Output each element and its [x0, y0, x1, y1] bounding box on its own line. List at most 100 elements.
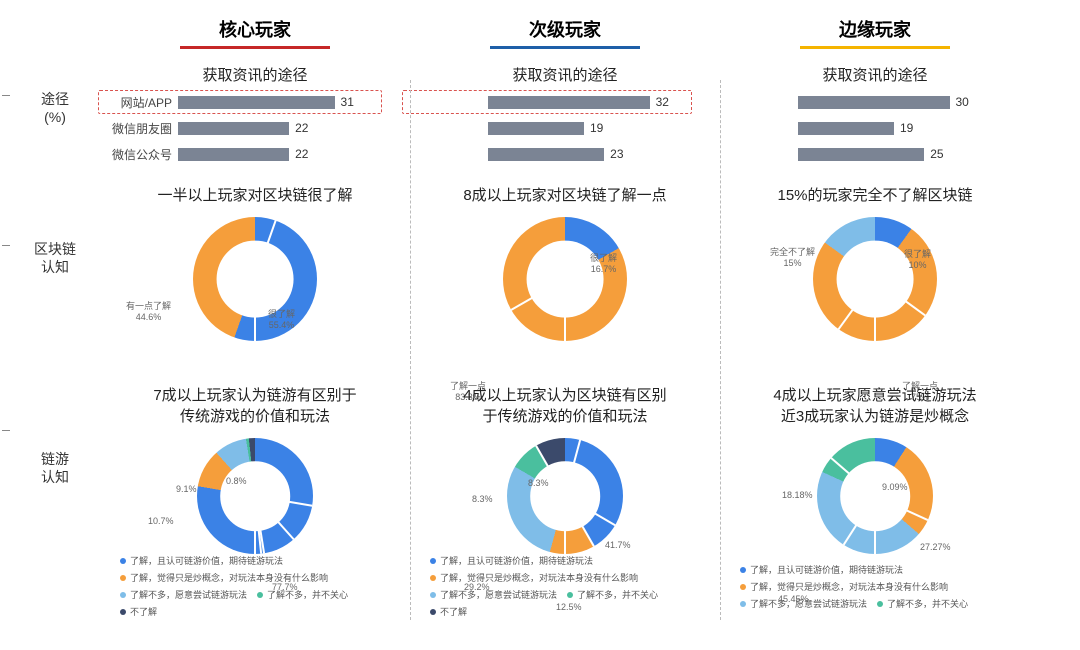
chaingame-title: 4成以上玩家愿意尝试链游玩法近3成玩家认为链游是炒概念 [720, 380, 1030, 432]
legend-text: 了解不多，并不关心 [577, 588, 658, 601]
donut-gap [874, 496, 876, 554]
bar-row: 30 [720, 91, 1000, 113]
donut-chart: 很了解10%了解一点75%完全不了解15% [720, 211, 1030, 380]
blockchain-title: 一半以上玩家对区块链很了解 [100, 180, 410, 211]
legend-dot [740, 601, 746, 607]
bar-chart: 30 19 25 [720, 91, 1030, 169]
header-underline [180, 46, 330, 49]
legend: 了解，且认可链游价值，期待链游玩法了解，觉得只是炒概念，对玩法本身没有什么影响了… [100, 554, 410, 618]
legend-item: 不了解 [430, 605, 467, 618]
legend-item: 了解不多，愿意尝试链游玩法 [430, 588, 557, 601]
column-header: 核心玩家 [100, 10, 410, 60]
channel-title: 获取资讯的途径 [100, 60, 410, 91]
channel-title: 获取资讯的途径 [720, 60, 1030, 91]
blockchain-cell: 一半以上玩家对区块链很了解很了解55.4%有一点了解44.6% [100, 180, 410, 380]
blockchain-title: 8成以上玩家对区块链了解一点 [410, 180, 720, 211]
column-header-text: 核心玩家 [219, 20, 291, 40]
legend-dot [877, 601, 883, 607]
chaingame-title: 4成以上玩家认为区块链有区别于传统游戏的价值和玩法 [410, 380, 720, 432]
bar-value: 32 [656, 95, 669, 109]
bar-row: 网站/APP31 [100, 91, 380, 113]
bar-fill [798, 148, 924, 161]
bar-row: 19 [720, 117, 1000, 139]
bar-value: 25 [930, 147, 943, 161]
legend-item: 了解不多，愿意尝试链游玩法 [120, 588, 247, 601]
row-label-channel: 途径(%) [10, 60, 100, 180]
column-header-text: 次级玩家 [529, 20, 601, 40]
donut-slice-label: 27.27% [920, 542, 951, 552]
donut [197, 438, 313, 554]
bar-track: 25 [798, 148, 1000, 161]
bar-fill [798, 96, 950, 109]
bar-track: 19 [488, 122, 690, 135]
legend-dot [430, 592, 436, 598]
donut-gap [874, 279, 876, 341]
donut [503, 217, 627, 341]
donut-chart: 41.7%12.5%29.2%8.3%8.3% [410, 432, 720, 554]
donut-slice-label: 很了解55.4% [268, 307, 295, 330]
donut-chart: 很了解16.7%了解一点83.3% [410, 211, 720, 380]
donut-slice-label: 18.18% [782, 490, 813, 500]
blockchain-cell: 15%的玩家完全不了解区块链很了解10%了解一点75%完全不了解15% [720, 180, 1030, 380]
legend-dot [430, 575, 436, 581]
donut-chart: 很了解55.4%有一点了解44.6% [100, 211, 410, 380]
legend-item: 了解，且认可链游价值，期待链游玩法 [740, 563, 903, 576]
donut [507, 438, 623, 554]
header-underline [800, 46, 950, 49]
bar-row: 19 [410, 117, 690, 139]
donut-slice-label: 完全不了解15% [770, 245, 815, 268]
blockchain-title: 15%的玩家完全不了解区块链 [720, 180, 1030, 211]
bar-chart: 网站/APP31 微信朋友圈22 微信公众号22 [100, 91, 410, 169]
legend-text: 了解不多，愿意尝试链游玩法 [130, 588, 247, 601]
donut-gap [254, 279, 256, 341]
legend-text: 了解不多，并不关心 [887, 597, 968, 610]
donut-gap [564, 279, 566, 341]
bar-track: 22 [178, 148, 380, 161]
donut-slice-label: 8.3% [528, 478, 549, 488]
donut-slice-label: 29.2% [464, 582, 490, 592]
legend-item: 了解不多，并不关心 [877, 597, 968, 610]
donut-slice-label: 12.5% [556, 602, 582, 612]
chaingame-title: 7成以上玩家认为链游有区别于传统游戏的价值和玩法 [100, 380, 410, 432]
legend-text: 不了解 [440, 605, 467, 618]
channel-cell: 获取资讯的途径网站/APP31 微信朋友圈22 微信公众号22 [100, 60, 410, 180]
legend-dot [120, 609, 126, 615]
column-header: 边缘玩家 [720, 10, 1030, 60]
chaingame-cell: 4成以上玩家愿意尝试链游玩法近3成玩家认为链游是炒概念9.09%27.27%45… [720, 380, 1030, 610]
column-header: 次级玩家 [410, 10, 720, 60]
donut-slice-label: 很了解16.7% [590, 251, 617, 274]
donut-slice-label: 9.1% [176, 484, 197, 494]
legend-text: 了解，觉得只是炒概念，对玩法本身没有什么影响 [130, 571, 328, 584]
bar-value: 30 [956, 95, 969, 109]
bar-track: 31 [178, 96, 380, 109]
legend-text: 了解，且认可链游价值，期待链游玩法 [440, 554, 593, 567]
donut-slice-label: 很了解10% [904, 247, 931, 270]
donut-slice-label: 10.7% [148, 516, 174, 526]
donut-slice-label: 77.7% [272, 582, 298, 592]
legend-text: 了解，且认可链游价值，期待链游玩法 [750, 563, 903, 576]
bar-fill [798, 122, 894, 135]
chaingame-cell: 4成以上玩家认为区块链有区别于传统游戏的价值和玩法41.7%12.5%29.2%… [410, 380, 720, 610]
donut-gap [254, 496, 256, 554]
legend-item: 了解，且认可链游价值，期待链游玩法 [430, 554, 593, 567]
channel-cell: 获取资讯的途径 30 19 25 [720, 60, 1030, 180]
bar-row: 微信公众号22 [100, 143, 380, 165]
bar-value: 22 [295, 147, 308, 161]
row-label-chaingame: 链游认知 [10, 380, 100, 610]
bar-value: 22 [295, 121, 308, 135]
blockchain-cell: 8成以上玩家对区块链了解一点很了解16.7%了解一点83.3% [410, 180, 720, 380]
bar-fill [178, 96, 335, 109]
bar-fill [488, 148, 604, 161]
legend-text: 了解，觉得只是炒概念，对玩法本身没有什么影响 [750, 580, 948, 593]
legend-item: 了解，且认可链游价值，期待链游玩法 [120, 554, 283, 567]
donut-gap [564, 496, 566, 554]
legend-dot [567, 592, 573, 598]
legend-dot [120, 575, 126, 581]
bar-row: 微信朋友圈22 [100, 117, 380, 139]
legend-text: 不了解 [130, 605, 157, 618]
bar-track: 30 [798, 96, 1000, 109]
column-header-text: 边缘玩家 [839, 20, 911, 40]
bar-track: 19 [798, 122, 1000, 135]
donut-chart: 9.09%27.27%45.45%18.18% [720, 432, 1030, 563]
bar-fill [178, 122, 289, 135]
